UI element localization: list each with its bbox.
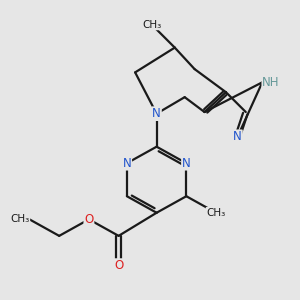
Text: CH₃: CH₃ (142, 20, 161, 29)
Text: N: N (122, 157, 131, 170)
Text: CH₃: CH₃ (206, 208, 226, 218)
Text: O: O (114, 259, 123, 272)
Text: N: N (233, 130, 242, 143)
Text: O: O (84, 213, 94, 226)
Text: N: N (182, 157, 191, 170)
Text: CH₃: CH₃ (10, 214, 29, 224)
Text: NH: NH (262, 76, 280, 89)
Text: N: N (152, 107, 161, 120)
